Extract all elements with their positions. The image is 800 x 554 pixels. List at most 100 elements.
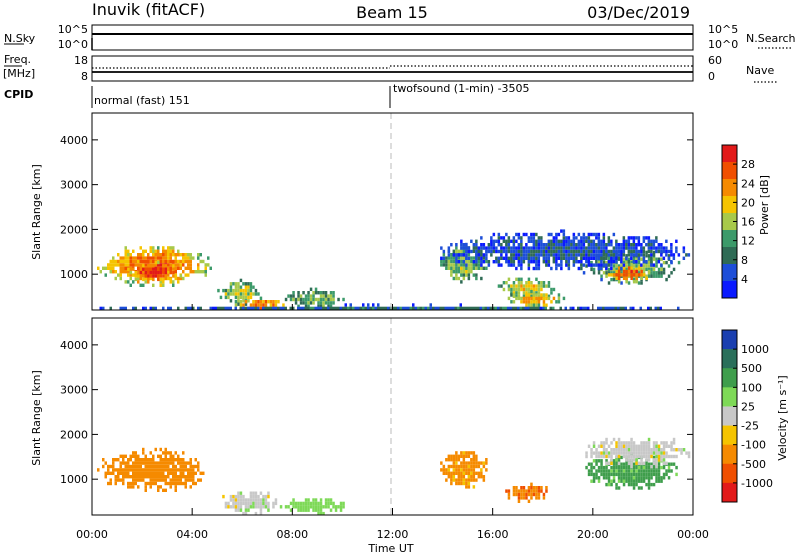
data-cell	[152, 264, 155, 268]
data-cell	[587, 444, 591, 448]
data-cell	[192, 468, 195, 472]
data-cell	[640, 448, 643, 452]
data-cell	[302, 291, 305, 295]
data-cell	[149, 485, 152, 489]
data-cell	[304, 508, 308, 512]
data-cell	[495, 249, 498, 254]
data-cell	[617, 469, 621, 473]
data-cell	[179, 274, 183, 278]
data-cell	[604, 306, 607, 311]
data-cell	[485, 246, 488, 250]
data-cell	[537, 303, 541, 307]
data-cell	[169, 461, 172, 465]
data-cell	[540, 253, 543, 257]
data-cell	[582, 246, 586, 250]
data-cell	[147, 253, 150, 257]
data-cell	[532, 287, 536, 292]
data-cell	[450, 464, 453, 469]
data-cell	[542, 260, 546, 264]
data-cell	[547, 256, 551, 260]
data-cell	[545, 263, 548, 267]
data-cell	[162, 306, 165, 311]
data-cell	[595, 472, 598, 477]
data-cell	[542, 281, 546, 285]
data-cell	[107, 481, 110, 486]
data-cell	[650, 256, 653, 260]
data-cell	[122, 481, 125, 486]
data-cell	[252, 300, 255, 304]
data-cell	[645, 250, 648, 255]
data-cell	[572, 306, 575, 311]
data-cell	[177, 454, 180, 458]
data-cell	[292, 294, 295, 298]
data-cell	[282, 306, 285, 311]
data-cell	[182, 471, 185, 475]
data-cell	[149, 468, 152, 472]
data-cell	[455, 478, 458, 482]
data-cell	[279, 306, 282, 311]
data-cell	[122, 471, 125, 475]
data-cell	[485, 259, 488, 264]
data-cell	[650, 448, 653, 452]
power-ytick-label: 3000	[60, 179, 88, 192]
data-cell	[520, 287, 523, 292]
data-cell	[617, 280, 621, 284]
data-cell	[657, 451, 661, 455]
data-cell	[314, 505, 318, 509]
power-colorbar-tick-label: 12	[741, 235, 755, 248]
data-cell	[172, 274, 175, 278]
data-cell	[642, 472, 646, 477]
data-cell	[304, 304, 308, 308]
data-cell	[149, 481, 152, 486]
data-cell	[520, 486, 523, 490]
data-cell	[627, 249, 631, 254]
data-cell	[319, 297, 323, 302]
data-cell	[517, 489, 521, 493]
data-cell	[119, 464, 122, 469]
data-cell	[452, 468, 456, 472]
data-cell	[635, 454, 638, 459]
data-cell	[507, 296, 511, 301]
data-cell	[452, 471, 456, 475]
data-cell	[242, 494, 245, 499]
data-cell	[154, 478, 157, 482]
data-cell	[450, 253, 453, 257]
data-cell	[615, 465, 618, 470]
data-cell	[610, 465, 613, 470]
data-cell	[615, 239, 618, 243]
data-cell	[244, 511, 248, 516]
data-cell	[565, 249, 568, 254]
data-cell	[575, 246, 578, 250]
data-cell	[469, 306, 472, 311]
data-cell	[204, 273, 207, 277]
data-cell	[655, 271, 658, 275]
data-cell	[455, 454, 458, 458]
data-cell	[607, 253, 611, 257]
data-cell	[625, 472, 628, 477]
data-cell	[562, 239, 566, 243]
data-cell	[645, 451, 648, 455]
data-cell	[312, 505, 315, 509]
data-cell	[517, 499, 521, 503]
data-cell	[515, 284, 518, 288]
data-cell	[234, 300, 238, 304]
data-cell	[267, 300, 270, 304]
velocity-colorbar-frame	[721, 329, 738, 503]
data-cell	[327, 304, 330, 308]
data-cell	[314, 508, 318, 512]
data-cell	[139, 276, 142, 281]
data-cell	[452, 266, 456, 270]
data-cell	[537, 253, 541, 257]
data-cell	[499, 306, 502, 311]
data-cell	[292, 501, 295, 506]
data-cell	[622, 243, 626, 247]
data-cell	[615, 243, 618, 247]
data-cell	[520, 236, 523, 240]
data-cell	[172, 454, 175, 458]
data-cell	[102, 306, 105, 311]
data-cell	[565, 260, 568, 264]
data-cell	[615, 276, 618, 280]
data-cell	[132, 464, 135, 469]
data-cell	[510, 284, 513, 288]
data-cell	[570, 256, 573, 260]
